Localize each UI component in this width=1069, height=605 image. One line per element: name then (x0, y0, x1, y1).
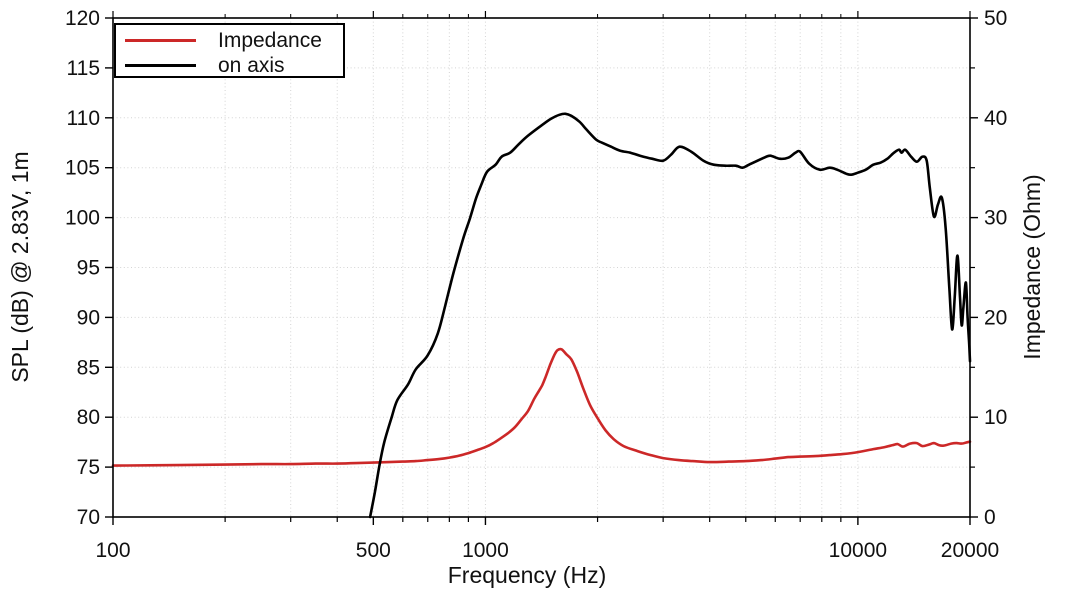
curve-layer (111, 112, 972, 519)
y-right-axis-title: Impedance (Ohm) (1019, 174, 1045, 359)
x-tick-label: 10000 (829, 539, 887, 562)
y-left-tick-label: 120 (65, 7, 100, 30)
y-right-tick-label: 40 (984, 107, 1007, 130)
y-left-tick-label: 110 (67, 107, 100, 130)
y-left-tick-label: 70 (77, 506, 100, 529)
impedance-curve (111, 347, 972, 467)
x-tick-label: 20000 (941, 539, 999, 562)
y-left-tick-label: 105 (65, 157, 100, 180)
legend-label-impedance: Impedance (218, 29, 322, 52)
legend-label-on-axis: on axis (218, 54, 285, 77)
y-right-tick-label: 30 (984, 207, 1007, 230)
legend-item-impedance: Impedance (125, 29, 343, 52)
y-left-tick-label: 75 (77, 456, 100, 479)
x-tick-label: 100 (95, 539, 130, 562)
y-left-tick-label: 95 (77, 257, 100, 280)
legend-item-on-axis: on axis (125, 54, 343, 77)
on-axis-line-sample (125, 64, 196, 67)
impedance-line-sample (125, 39, 196, 42)
y-right-tick-label: 0 (984, 506, 996, 529)
tick-label-layer: 100 500 1000 10000 2000070758085909510010511… (65, 7, 1007, 562)
y-left-tick-label: 85 (77, 356, 100, 379)
y-left-axis-title: SPL (dB) @ 2.83V, 1m (7, 151, 33, 382)
tick-layer (105, 11, 978, 525)
y-left-tick-label: 115 (67, 57, 100, 80)
y-left-tick-label: 90 (77, 306, 100, 329)
y-left-tick-label: 100 (65, 207, 100, 230)
y-right-tick-label: 50 (984, 7, 1007, 30)
x-axis-title: Frequency (Hz) (448, 562, 606, 588)
x-tick-label: 500 (356, 539, 391, 562)
y-right-tick-label: 10 (984, 406, 1007, 429)
legend: Impedance on axis (114, 23, 345, 78)
on-axis-curve (368, 112, 972, 519)
y-left-tick-label: 80 (77, 406, 100, 429)
y-right-tick-label: 20 (984, 306, 1007, 329)
x-tick-label: 1000 (462, 539, 509, 562)
plot-frame (112, 17, 971, 518)
grid-layer (113, 18, 970, 517)
